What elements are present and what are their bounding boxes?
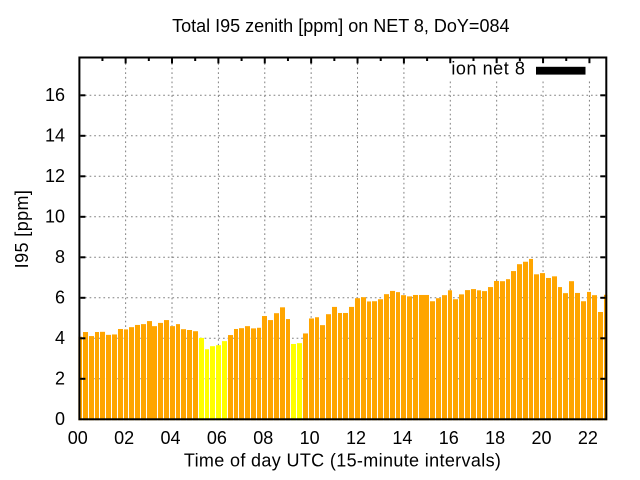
svg-text:16: 16 [45,85,65,105]
svg-text:8: 8 [55,247,65,267]
svg-text:22: 22 [578,428,598,448]
svg-text:04: 04 [160,428,180,448]
svg-text:I95 [ppm]: I95 [ppm] [12,190,32,269]
svg-text:12: 12 [45,166,65,186]
svg-text:4: 4 [55,328,65,348]
svg-text:12: 12 [346,428,366,448]
svg-text:08: 08 [253,428,273,448]
svg-text:2: 2 [55,368,65,388]
svg-text:20: 20 [532,428,552,448]
svg-text:10: 10 [300,428,320,448]
svg-text:00: 00 [68,428,88,448]
svg-text:14: 14 [392,428,412,448]
svg-text:0: 0 [55,409,65,429]
svg-text:18: 18 [485,428,505,448]
svg-text:10: 10 [45,206,65,226]
svg-text:Time of day UTC (15-minute int: Time of day UTC (15-minute intervals) [184,451,501,471]
svg-text:Total I95 zenith [ppm] on NET: Total I95 zenith [ppm] on NET 8, DoY=084 [172,16,509,36]
svg-text:02: 02 [114,428,134,448]
svg-text:6: 6 [55,287,65,307]
svg-text:14: 14 [45,125,65,145]
svg-text:ion net 8: ion net 8 [451,58,525,78]
svg-text:06: 06 [207,428,227,448]
svg-text:16: 16 [439,428,459,448]
